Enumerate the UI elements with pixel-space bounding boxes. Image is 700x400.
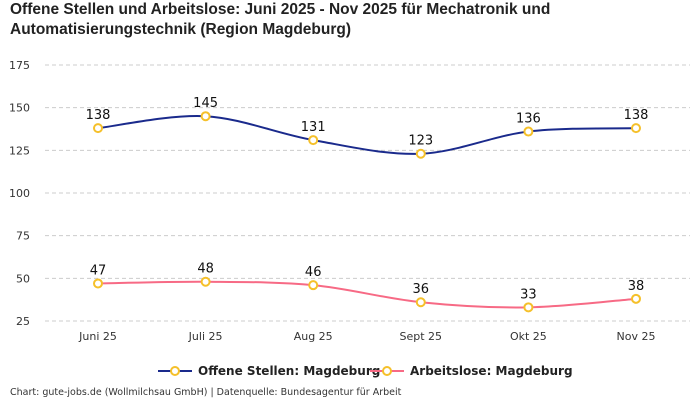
- legend-marker: [382, 366, 392, 376]
- data-point: [631, 293, 641, 304]
- data-label: 46: [305, 265, 322, 280]
- data-label: 36: [413, 282, 430, 297]
- data-label: 123: [408, 134, 433, 149]
- data-point: [93, 123, 103, 134]
- legend-label: Arbeitslose: Magdeburg: [410, 364, 573, 378]
- y-tick-label: 50: [16, 272, 30, 285]
- data-point: [308, 135, 319, 146]
- y-tick-label: 150: [9, 102, 30, 115]
- data-point: [308, 280, 319, 291]
- data-label: 138: [624, 108, 649, 123]
- data-label: 136: [516, 112, 541, 127]
- data-label: 33: [520, 287, 537, 302]
- x-tick-label: Sept 25: [400, 330, 443, 343]
- x-tick-label: Nov 25: [617, 330, 656, 343]
- legend-label: Offene Stellen: Magdeburg: [198, 364, 380, 378]
- data-point: [93, 278, 103, 289]
- footer-source: Chart: gute-jobs.de (Wollmilchsau GmbH) …: [10, 387, 402, 398]
- data-point: [523, 126, 534, 137]
- data-label: 38: [628, 279, 645, 294]
- x-tick-label: Juli 25: [188, 330, 223, 343]
- legend-marker: [170, 366, 180, 376]
- x-tick-label: Aug 25: [294, 330, 333, 343]
- series-line: [97, 280, 637, 309]
- x-tick-label: Okt 25: [510, 330, 547, 343]
- y-tick-label: 125: [9, 144, 30, 157]
- data-label: 138: [86, 108, 111, 123]
- y-tick-label: 25: [16, 315, 30, 328]
- data-point: [523, 302, 534, 313]
- data-point: [631, 123, 641, 134]
- data-point: [200, 276, 211, 287]
- data-label: 47: [90, 263, 107, 278]
- data-label: 145: [193, 96, 218, 111]
- y-tick-label: 75: [16, 230, 30, 243]
- x-tick-label: Juni 25: [78, 330, 117, 343]
- data-label: 48: [197, 262, 214, 277]
- series-line: [97, 114, 637, 155]
- data-point: [415, 148, 426, 159]
- data-point: [200, 111, 211, 122]
- data-point: [415, 297, 426, 308]
- data-label: 131: [301, 120, 326, 135]
- y-tick-label: 175: [9, 59, 30, 72]
- chart-title: Offene Stellen und Arbeitslose: Juni 202…: [10, 1, 551, 38]
- y-tick-label: 100: [9, 187, 30, 200]
